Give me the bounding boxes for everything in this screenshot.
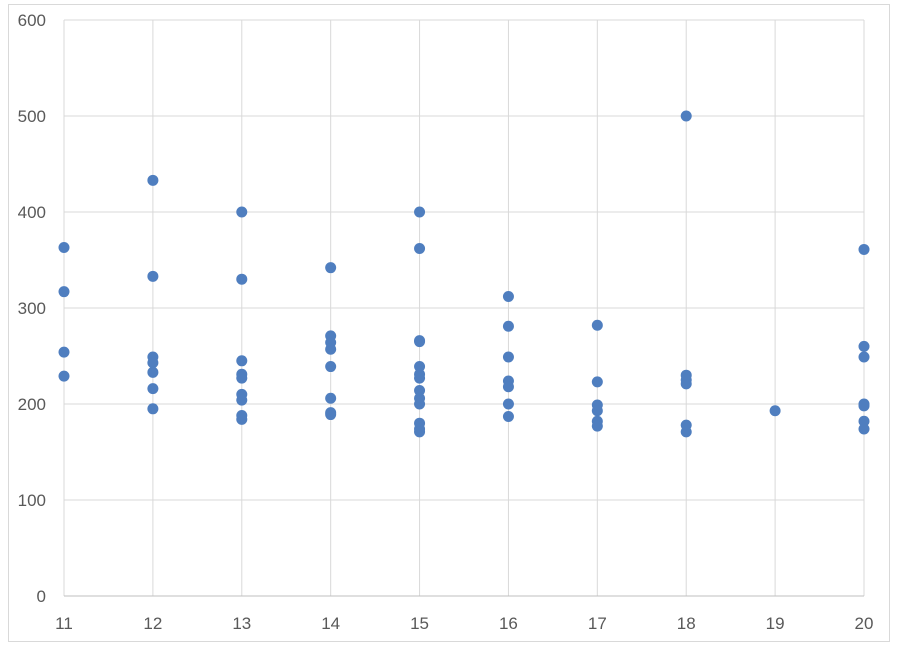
data-point — [58, 346, 70, 358]
data-point — [325, 343, 337, 355]
data-point — [858, 415, 870, 427]
data-point — [414, 242, 426, 254]
data-point — [591, 405, 603, 417]
data-point — [236, 273, 248, 285]
data-point — [236, 394, 248, 406]
x-tick-label: 18 — [677, 614, 696, 633]
x-tick-label: 15 — [410, 614, 429, 633]
data-point — [502, 290, 514, 302]
data-point — [147, 174, 159, 186]
y-axis-tick-labels: 0 100 200 300 400 500 600 — [18, 11, 46, 606]
data-point — [680, 378, 692, 390]
data-point — [58, 370, 70, 382]
y-tick-label: 500 — [18, 107, 46, 126]
data-point — [414, 398, 426, 410]
y-tick-label: 200 — [18, 395, 46, 414]
x-tick-label: 17 — [588, 614, 607, 633]
data-point — [147, 383, 159, 395]
data-point — [236, 355, 248, 367]
x-tick-label: 12 — [143, 614, 162, 633]
data-point — [58, 286, 70, 298]
data-point — [325, 409, 337, 421]
data-point — [236, 372, 248, 384]
data-point — [147, 270, 159, 282]
x-tick-label: 16 — [499, 614, 518, 633]
data-point — [591, 376, 603, 388]
y-tick-label: 100 — [18, 491, 46, 510]
data-point — [147, 357, 159, 369]
data-point — [414, 385, 426, 397]
x-tick-label: 19 — [766, 614, 785, 633]
chart-frame — [8, 4, 890, 642]
data-point — [414, 361, 426, 373]
data-point — [147, 366, 159, 378]
data-point — [236, 413, 248, 425]
x-axis-tick-labels: 11 12 13 14 15 16 17 18 19 20 — [55, 614, 873, 633]
data-point — [414, 206, 426, 218]
data-point — [325, 361, 337, 373]
y-tick-label: 0 — [37, 587, 46, 606]
data-point — [325, 392, 337, 404]
x-tick-label: 13 — [232, 614, 251, 633]
data-point — [680, 110, 692, 122]
data-point — [414, 372, 426, 384]
data-point — [502, 351, 514, 363]
x-tick-label: 14 — [321, 614, 340, 633]
data-point — [502, 381, 514, 393]
data-point — [858, 340, 870, 352]
data-point — [858, 400, 870, 412]
data-point — [147, 403, 159, 415]
data-points — [58, 110, 870, 438]
data-point — [502, 320, 514, 332]
data-point — [58, 242, 70, 254]
data-point — [414, 336, 426, 348]
data-point — [769, 405, 781, 417]
data-point — [591, 319, 603, 331]
data-point — [858, 351, 870, 363]
x-tick-label: 20 — [855, 614, 874, 633]
horizontal-gridlines — [64, 19, 864, 501]
y-tick-label: 300 — [18, 299, 46, 318]
data-point — [858, 423, 870, 435]
data-point — [858, 243, 870, 255]
y-tick-label: 400 — [18, 203, 46, 222]
data-point — [680, 426, 692, 438]
data-point — [236, 206, 248, 218]
y-tick-label: 600 — [18, 11, 46, 30]
data-point — [325, 262, 337, 274]
data-point — [502, 398, 514, 410]
data-point — [414, 426, 426, 438]
data-point — [502, 410, 514, 422]
x-tick-label: 11 — [55, 614, 73, 633]
data-point — [591, 420, 603, 432]
